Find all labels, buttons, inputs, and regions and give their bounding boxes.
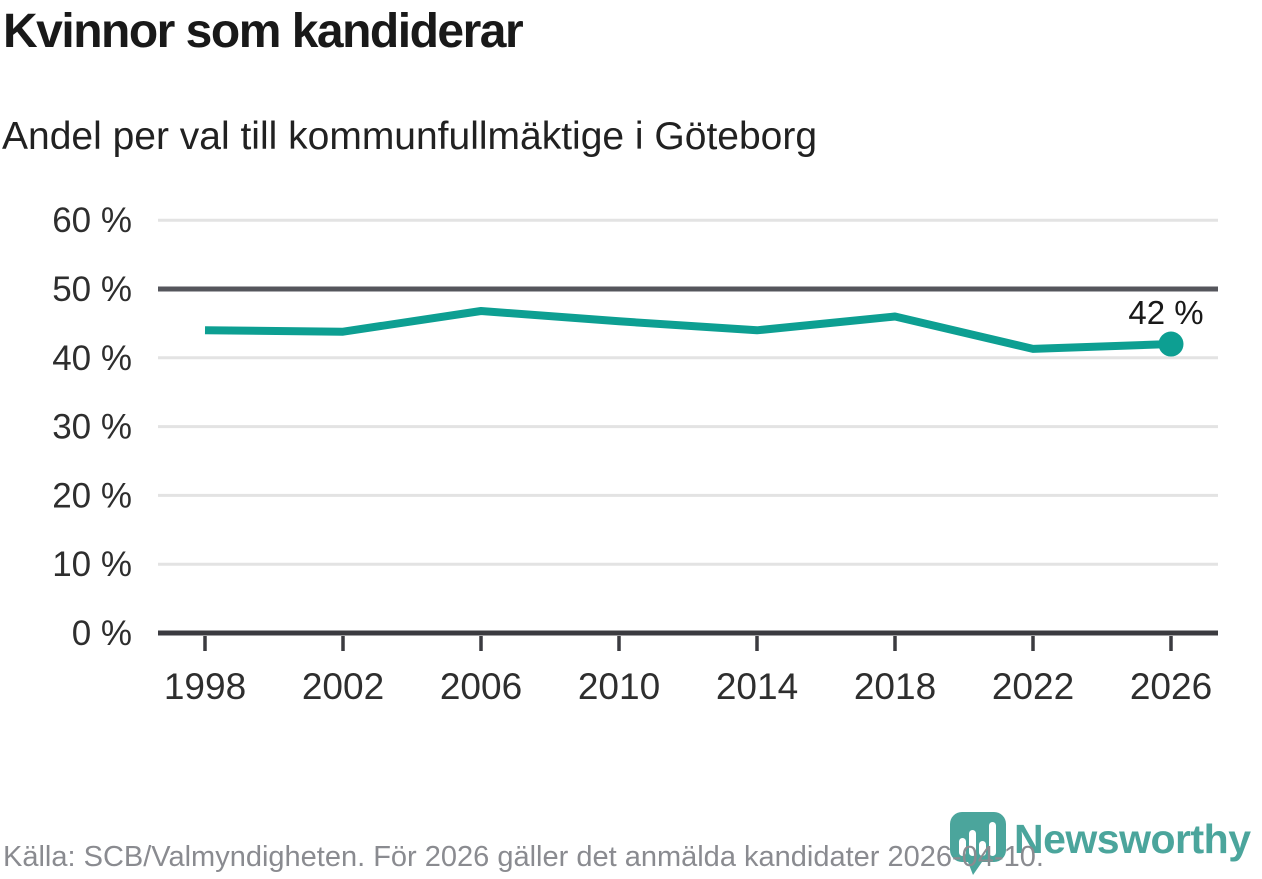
y-axis-tick-label: 10 %: [52, 545, 132, 584]
data-line: [204, 307, 1172, 353]
x-axis-tick-label: 2010: [578, 666, 660, 707]
x-axis-tick-label: 2018: [854, 666, 936, 707]
x-axis-tick-label: 2014: [716, 666, 798, 707]
y-axis-tick-label: 30 %: [52, 408, 132, 447]
y-axis-tick-label: 20 %: [52, 476, 132, 515]
newsworthy-logo: Newsworthy: [946, 810, 1251, 876]
y-axis-tick-label: 50 %: [52, 270, 132, 309]
x-axis-tick-label: 1998: [164, 666, 246, 707]
last-point-marker: [1158, 331, 1184, 357]
x-axis-tick-label: 2006: [440, 666, 522, 707]
x-axis-tick-label: 2022: [992, 666, 1074, 707]
newsworthy-speech-bubble-bar-chart-icon: [950, 812, 1006, 875]
chart-subtitle: Andel per val till kommunfullmäktige i G…: [2, 115, 818, 158]
x-axis-tick-label: 2002: [302, 666, 384, 707]
end-value-label: 42 %: [1128, 294, 1203, 331]
y-axis-tick-label: 0 %: [72, 614, 132, 653]
source-note: Källa: SCB/Valmyndigheten. För 2026 gäll…: [3, 841, 1044, 873]
y-axis-tick-label: 60 %: [52, 201, 132, 240]
y-axis-tick-label: 40 %: [52, 339, 132, 378]
newsworthy-wordmark: Newsworthy: [1014, 816, 1251, 862]
chart-title: Kvinnor som kandiderar: [3, 5, 524, 58]
x-axis-tick-label: 2026: [1130, 666, 1212, 707]
